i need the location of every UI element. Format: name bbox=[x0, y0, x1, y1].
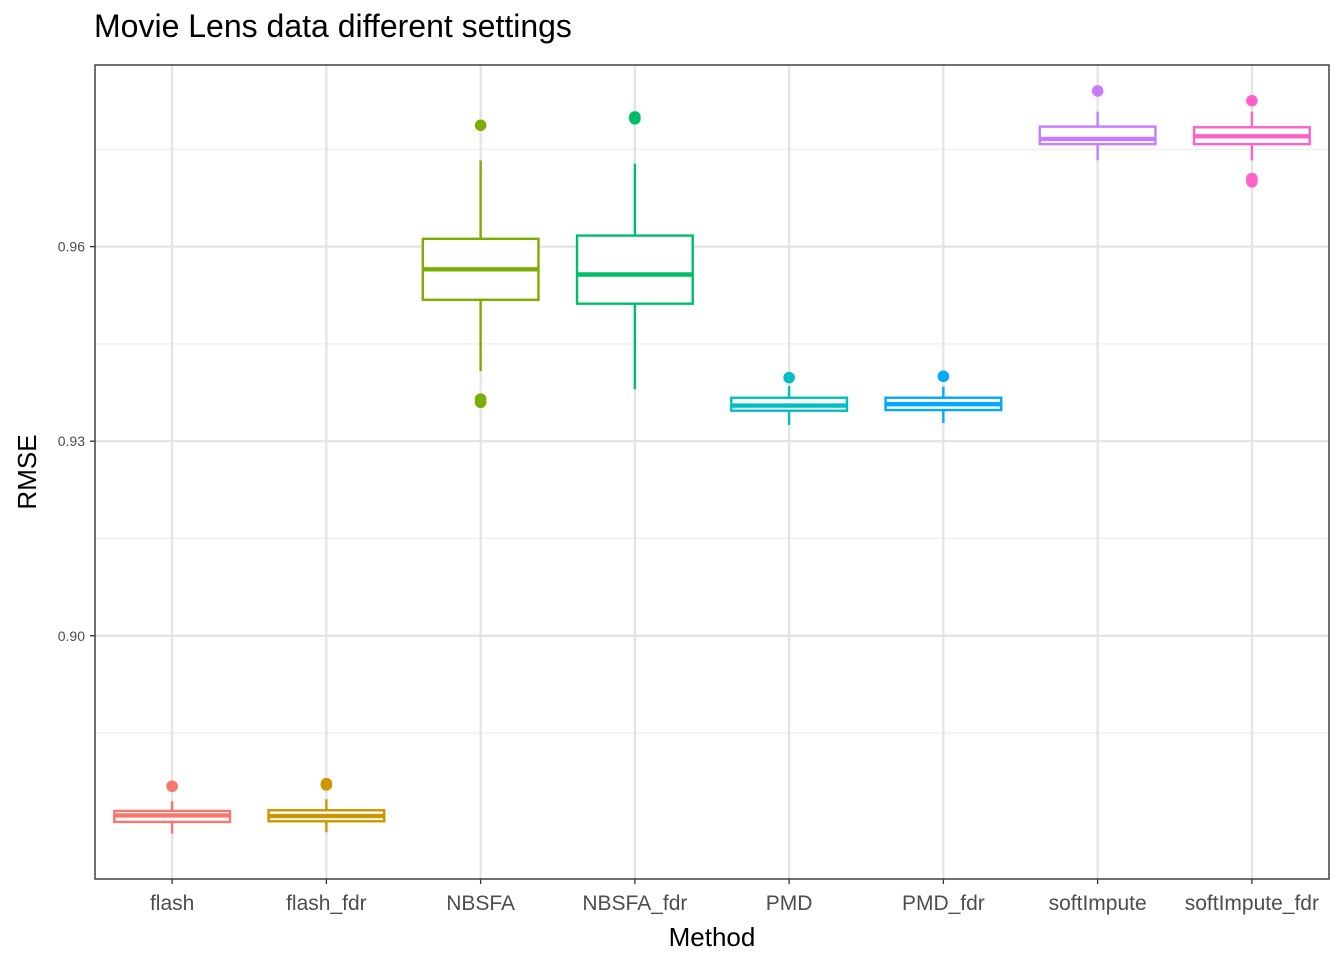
y-axis-title: RMSE bbox=[12, 434, 42, 509]
outlier-point bbox=[1091, 85, 1104, 97]
chart-title: Movie Lens data different settings bbox=[94, 8, 572, 44]
x-tick-label: flash_fdr bbox=[286, 892, 367, 915]
panel-border bbox=[94, 64, 1330, 880]
outlier-point bbox=[629, 111, 641, 123]
y-tick-label: 0.90 bbox=[58, 628, 85, 644]
outlier-point bbox=[474, 119, 487, 132]
box-softImpute bbox=[1038, 85, 1157, 161]
x-tick-label: NBSFA_fdr bbox=[582, 892, 687, 915]
x-tick-label: NBSFA bbox=[446, 892, 515, 915]
y-tick-label: 0.96 bbox=[58, 239, 85, 255]
box-PMD bbox=[730, 371, 849, 425]
outlier-point bbox=[937, 370, 950, 383]
box-flash_fdr bbox=[267, 777, 386, 833]
x-tick-label: PMD_fdr bbox=[902, 892, 985, 915]
grid-lines bbox=[95, 65, 1329, 879]
box-softImpute_fdr bbox=[1192, 94, 1311, 188]
y-tick-label: 0.93 bbox=[58, 433, 85, 449]
outlier-point bbox=[783, 371, 795, 384]
box-plots bbox=[113, 85, 1311, 834]
outlier-point bbox=[320, 777, 333, 790]
box-flash bbox=[113, 780, 232, 834]
outlier-point bbox=[1246, 172, 1258, 185]
x-tick-label: softImpute bbox=[1049, 892, 1147, 915]
x-axis-ticks: flash flash_fdr NBSFA NBSFA_fdr PMD PMD_fdr so… bbox=[150, 879, 1319, 915]
box-NBSFA_fdr bbox=[575, 111, 694, 390]
outlier-point bbox=[1246, 94, 1258, 107]
box-PMD_fdr bbox=[884, 370, 1003, 424]
x-tick-label: PMD bbox=[766, 892, 813, 915]
x-axis-title: Method bbox=[669, 922, 756, 952]
box-iqr bbox=[1038, 125, 1157, 146]
box-iqr bbox=[575, 234, 694, 305]
outlier-point bbox=[166, 780, 178, 793]
outlier-point bbox=[474, 393, 487, 405]
y-axis-ticks: 0.90 0.93 0.96 bbox=[58, 239, 95, 644]
box-NBSFA bbox=[421, 119, 540, 409]
x-tick-label: softImpute_fdr bbox=[1185, 892, 1319, 915]
x-tick-label: flash bbox=[150, 892, 194, 915]
